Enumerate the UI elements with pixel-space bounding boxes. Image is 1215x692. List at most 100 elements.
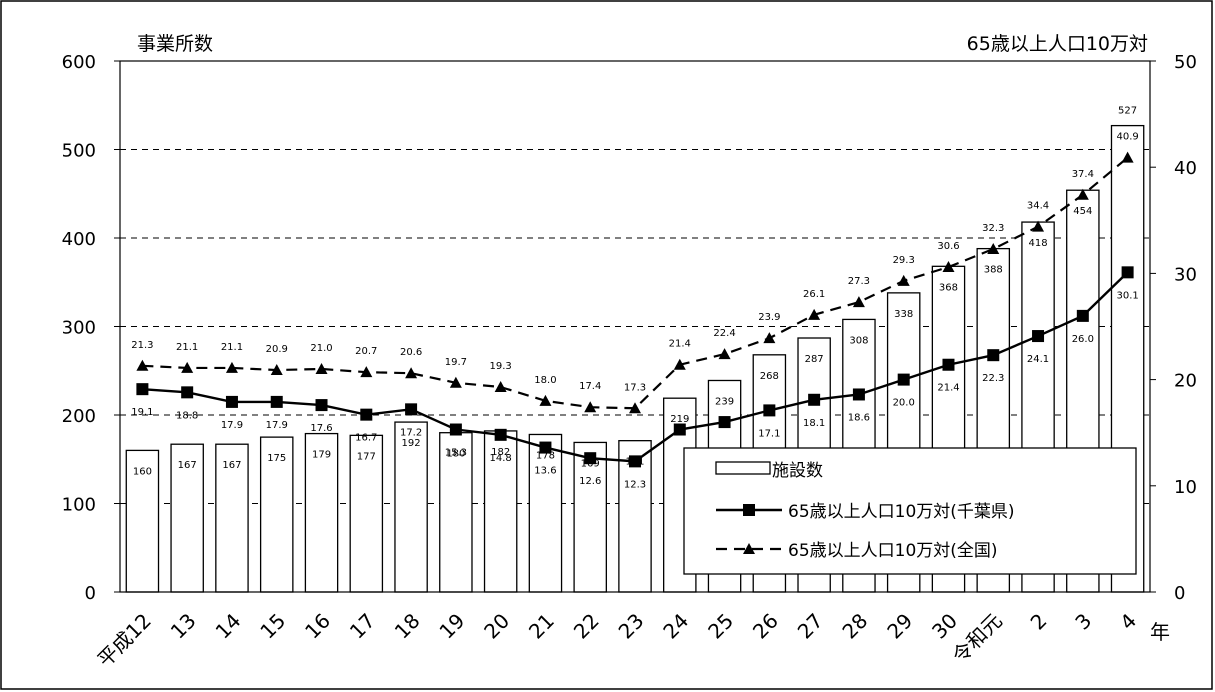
- chiba-value-label: 20.0: [893, 398, 915, 409]
- point-chiba: [718, 416, 731, 429]
- bar: [573, 441, 607, 593]
- bar-value-label: 368: [939, 282, 958, 293]
- point-national: [405, 367, 418, 379]
- point-national: [629, 402, 641, 414]
- bar: [170, 443, 204, 593]
- chiba-value-label: 17.6: [310, 423, 332, 434]
- chiba-value-label: 17.1: [758, 428, 780, 439]
- point-national: [897, 274, 910, 286]
- right-axis-title: 65歳以上人口10万対: [967, 33, 1148, 55]
- y-left-tick-label: 400: [62, 229, 96, 250]
- national-value-label: 23.9: [758, 312, 780, 323]
- bar-value-label: 287: [805, 354, 824, 365]
- chiba-value-label: 17.9: [266, 420, 288, 431]
- point-national: [315, 362, 328, 374]
- point-chiba: [1076, 309, 1089, 322]
- national-value-label: 21.0: [310, 343, 332, 354]
- national-value-label: 17.3: [624, 382, 646, 393]
- bar-value-label: 454: [1073, 206, 1092, 217]
- y-right-tick-label: 40: [1174, 158, 1197, 179]
- point-national: [494, 381, 507, 393]
- bar: [349, 434, 384, 593]
- bar-value-label: 177: [357, 451, 376, 462]
- legend-layer: 施設数 65歳以上人口10万対(千葉県) 65歳以上人口10万対(全国): [683, 447, 1137, 575]
- chiba-value-label: 22.3: [982, 373, 1004, 384]
- point-national: [1076, 188, 1089, 200]
- point-national: [181, 361, 194, 373]
- point-national: [539, 394, 552, 406]
- point-national: [808, 308, 821, 320]
- line-layer: [136, 151, 1134, 468]
- bar-value-label: 418: [1028, 238, 1047, 249]
- national-value-label: 32.3: [982, 223, 1004, 234]
- bar-value-label: 338: [894, 309, 913, 320]
- point-chiba: [270, 395, 283, 408]
- bar-value-label: 219: [670, 414, 689, 425]
- chiba-value-label: 15.3: [445, 448, 467, 459]
- point-national: [225, 361, 238, 373]
- national-value-label: 21.4: [669, 339, 691, 350]
- national-value-label: 22.4: [713, 328, 735, 339]
- bar: [304, 432, 339, 593]
- national-value-label: 17.4: [579, 381, 601, 392]
- bar-value-label: 192: [402, 438, 421, 449]
- point-chiba: [942, 358, 955, 371]
- bar-value-label: 388: [984, 265, 1003, 276]
- legend-chiba-label: 65歳以上人口10万対(千葉県): [788, 502, 1015, 522]
- chiba-value-label: 26.0: [1072, 334, 1094, 345]
- point-chiba: [852, 388, 865, 401]
- national-value-label: 40.9: [1116, 132, 1138, 143]
- bar: [215, 443, 249, 593]
- point-chiba: [449, 423, 462, 436]
- chiba-value-label: 19.1: [131, 407, 153, 418]
- bar-value-label: 239: [715, 396, 734, 407]
- point-national: [1121, 151, 1134, 163]
- point-chiba: [763, 404, 776, 417]
- y-right-tick-label: 20: [1174, 371, 1197, 392]
- bar-value-label: 527: [1118, 106, 1137, 117]
- point-national: [942, 261, 955, 273]
- point-chiba: [494, 428, 507, 441]
- national-value-label: 34.4: [1027, 201, 1049, 212]
- bar-value-label: 169: [581, 458, 600, 469]
- point-national: [360, 366, 373, 378]
- chiba-value-label: 12.3: [624, 479, 646, 490]
- y-left-tick-label: 300: [62, 318, 96, 339]
- national-value-label: 30.6: [937, 241, 959, 252]
- chiba-value-label: 21.4: [937, 383, 959, 394]
- bar-value-label: 178: [536, 450, 555, 461]
- y-left-tick-label: 600: [62, 52, 96, 73]
- bar: [439, 432, 473, 593]
- point-chiba: [225, 395, 238, 408]
- bar-value-label: 167: [178, 460, 197, 471]
- legend-bar-swatch: [715, 461, 771, 475]
- bar-value-label: 182: [491, 447, 510, 458]
- national-value-label: 19.3: [490, 361, 512, 372]
- point-chiba: [897, 373, 910, 386]
- point-national: [673, 358, 686, 370]
- y-left-tick-label: 0: [85, 583, 96, 604]
- chiba-value-label: 18.1: [803, 418, 825, 429]
- y-left-tick-label: 100: [62, 495, 96, 516]
- x-unit-label: 年: [1150, 620, 1170, 644]
- point-chiba: [1032, 330, 1045, 343]
- y-right-tick-label: 50: [1174, 52, 1197, 73]
- chiba-value-label: 12.6: [579, 476, 601, 487]
- chiba-value-label: 24.1: [1027, 354, 1049, 365]
- left-axis-title: 事業所数: [137, 33, 213, 55]
- bar: [394, 421, 428, 593]
- label-layer: 160 167 167 175 179 177 192 180 182 178 169 171 219 2…: [131, 106, 1138, 491]
- bar: [528, 433, 563, 593]
- bar-value-label: 160: [133, 466, 152, 477]
- point-chiba: [987, 349, 1000, 362]
- point-chiba: [136, 383, 149, 396]
- point-chiba: [1121, 266, 1134, 279]
- bar-value-label: 175: [267, 453, 286, 464]
- chiba-value-label: 17.2: [400, 427, 422, 438]
- point-chiba: [360, 408, 373, 421]
- point-national: [1032, 220, 1045, 232]
- point-national: [270, 364, 283, 376]
- national-value-label: 19.7: [445, 357, 467, 368]
- point-chiba: [405, 403, 418, 416]
